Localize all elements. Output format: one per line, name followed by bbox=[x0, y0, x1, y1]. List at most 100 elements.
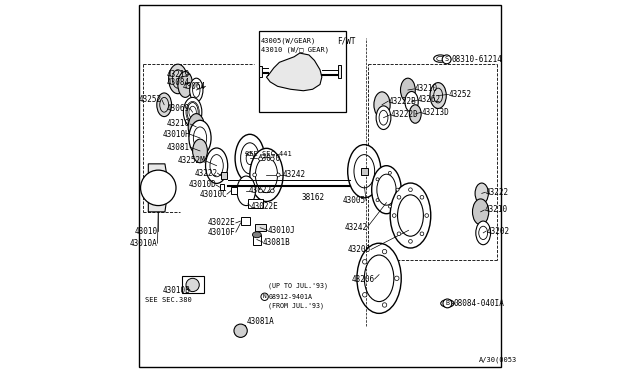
Ellipse shape bbox=[376, 106, 391, 129]
Bar bbox=[338, 65, 341, 78]
Ellipse shape bbox=[178, 71, 193, 97]
Circle shape bbox=[425, 214, 429, 217]
Bar bbox=[241, 217, 250, 225]
Polygon shape bbox=[266, 53, 322, 91]
Text: 43070: 43070 bbox=[257, 154, 280, 163]
Circle shape bbox=[388, 171, 391, 174]
Text: 43010: 43010 bbox=[134, 227, 157, 235]
Ellipse shape bbox=[252, 232, 261, 238]
Circle shape bbox=[271, 189, 274, 193]
Text: 43022E: 43022E bbox=[251, 202, 278, 211]
Circle shape bbox=[408, 188, 412, 192]
Ellipse shape bbox=[188, 113, 204, 140]
Text: 43222: 43222 bbox=[485, 188, 509, 197]
Text: S: S bbox=[445, 56, 449, 62]
Ellipse shape bbox=[475, 183, 488, 204]
Text: 43252: 43252 bbox=[449, 90, 472, 99]
Text: 43222B: 43222B bbox=[388, 97, 416, 106]
Text: 43213D: 43213D bbox=[422, 108, 449, 117]
Bar bbox=[362, 167, 368, 175]
Text: 43219: 43219 bbox=[167, 70, 190, 78]
Text: 43222: 43222 bbox=[194, 169, 218, 177]
Circle shape bbox=[420, 232, 424, 235]
Text: 43005: 43005 bbox=[343, 196, 366, 205]
Bar bbox=[248, 199, 263, 208]
Text: 08310-61214: 08310-61214 bbox=[451, 55, 502, 64]
Circle shape bbox=[442, 55, 451, 64]
Text: 43262: 43262 bbox=[418, 96, 441, 105]
Ellipse shape bbox=[205, 148, 228, 183]
Text: 43081B: 43081B bbox=[263, 238, 291, 247]
Text: A/30(0053: A/30(0053 bbox=[479, 356, 517, 363]
Text: 43010F: 43010F bbox=[208, 228, 236, 237]
Text: 38162: 38162 bbox=[301, 193, 324, 202]
Circle shape bbox=[141, 170, 176, 206]
Bar bbox=[220, 184, 224, 190]
Bar bbox=[255, 224, 266, 231]
Text: 43064: 43064 bbox=[182, 82, 205, 91]
Text: 43252: 43252 bbox=[139, 96, 162, 105]
Text: 43010A: 43010A bbox=[130, 239, 157, 248]
Text: 43210: 43210 bbox=[167, 119, 190, 128]
Circle shape bbox=[397, 195, 401, 199]
Polygon shape bbox=[148, 164, 168, 212]
Ellipse shape bbox=[390, 183, 431, 248]
Circle shape bbox=[376, 199, 379, 202]
Bar bbox=[232, 187, 237, 194]
Ellipse shape bbox=[157, 93, 172, 116]
Text: 43010D: 43010D bbox=[188, 180, 216, 189]
Circle shape bbox=[186, 278, 199, 292]
Circle shape bbox=[271, 157, 274, 161]
Ellipse shape bbox=[374, 92, 390, 118]
Ellipse shape bbox=[348, 145, 381, 198]
Circle shape bbox=[382, 249, 387, 254]
Text: 43010J: 43010J bbox=[268, 226, 295, 235]
Circle shape bbox=[259, 189, 262, 193]
Text: 43210: 43210 bbox=[414, 84, 437, 93]
Text: 08912-9401A: 08912-9401A bbox=[269, 294, 313, 300]
Circle shape bbox=[253, 173, 257, 177]
Text: B: B bbox=[445, 301, 449, 307]
Bar bbox=[259, 31, 346, 112]
Text: 43081A: 43081A bbox=[246, 317, 274, 326]
Ellipse shape bbox=[476, 221, 491, 245]
Ellipse shape bbox=[405, 92, 418, 112]
Text: 43222D: 43222D bbox=[390, 110, 418, 119]
Bar bbox=[259, 65, 262, 77]
Circle shape bbox=[396, 188, 399, 191]
Circle shape bbox=[420, 195, 424, 199]
Text: SEE SEC.441: SEE SEC.441 bbox=[245, 151, 292, 157]
Circle shape bbox=[362, 260, 367, 264]
Ellipse shape bbox=[168, 64, 187, 94]
Ellipse shape bbox=[193, 139, 207, 163]
Ellipse shape bbox=[472, 199, 489, 225]
Text: F/WT: F/WT bbox=[337, 36, 356, 45]
Text: 43206: 43206 bbox=[348, 245, 371, 254]
Text: 43005(W/GEAR): 43005(W/GEAR) bbox=[261, 38, 316, 44]
Ellipse shape bbox=[235, 134, 264, 182]
Text: N: N bbox=[263, 294, 266, 299]
Text: 43252M: 43252M bbox=[178, 156, 205, 166]
Circle shape bbox=[261, 293, 268, 301]
Circle shape bbox=[408, 240, 412, 243]
Text: 43242: 43242 bbox=[344, 223, 367, 232]
Text: 43010B: 43010B bbox=[163, 286, 190, 295]
Circle shape bbox=[259, 157, 262, 161]
Ellipse shape bbox=[237, 176, 255, 206]
Text: 43022E: 43022E bbox=[208, 218, 236, 227]
Text: 43202: 43202 bbox=[486, 227, 509, 235]
Text: 43010H: 43010H bbox=[163, 130, 190, 139]
Text: 43010C: 43010C bbox=[199, 190, 227, 199]
Circle shape bbox=[392, 214, 396, 217]
Ellipse shape bbox=[357, 243, 401, 313]
Text: 43022: 43022 bbox=[249, 186, 272, 195]
Circle shape bbox=[443, 299, 452, 308]
Ellipse shape bbox=[410, 105, 421, 123]
Circle shape bbox=[276, 173, 280, 177]
Bar bbox=[221, 172, 227, 179]
Circle shape bbox=[362, 293, 367, 297]
Text: 43069: 43069 bbox=[167, 104, 190, 113]
Text: 43010 (W/□ GEAR): 43010 (W/□ GEAR) bbox=[261, 47, 329, 53]
Ellipse shape bbox=[250, 148, 283, 202]
Circle shape bbox=[397, 232, 401, 235]
